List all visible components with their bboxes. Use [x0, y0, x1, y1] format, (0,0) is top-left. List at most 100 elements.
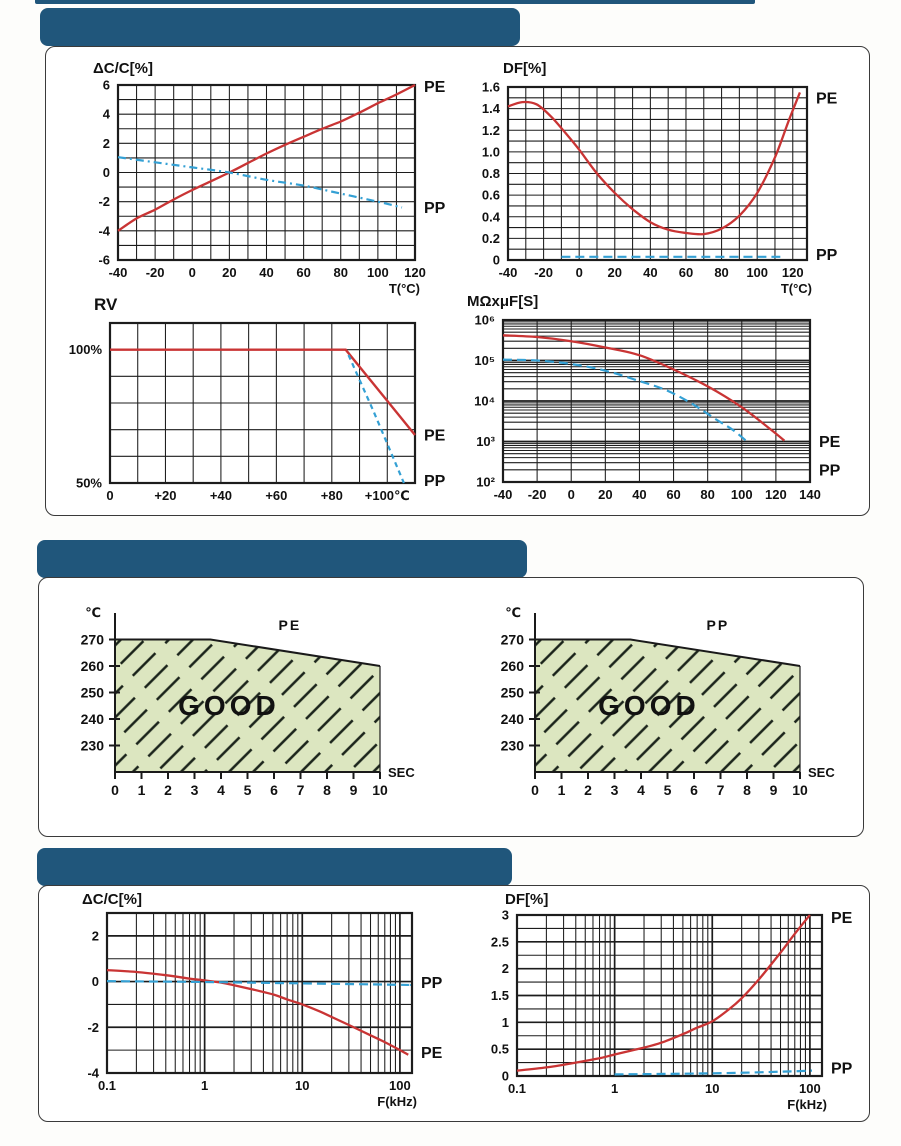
svg-text:1.4: 1.4: [482, 101, 501, 116]
svg-text:6: 6: [270, 782, 278, 798]
svg-text:10³: 10³: [476, 434, 495, 449]
svg-text:100: 100: [731, 487, 753, 502]
svg-text:PP: PP: [816, 247, 838, 264]
svg-text:℃: ℃: [85, 605, 101, 620]
svg-text:1.6: 1.6: [482, 80, 500, 95]
svg-text:PE: PE: [279, 617, 302, 633]
svg-text:6: 6: [103, 78, 110, 93]
svg-text:270: 270: [81, 632, 105, 648]
svg-text:+20: +20: [154, 488, 176, 503]
svg-text:5: 5: [244, 782, 252, 798]
svg-text:7: 7: [297, 782, 305, 798]
svg-text:-6: -6: [98, 253, 110, 268]
svg-text:0.8: 0.8: [482, 166, 500, 181]
svg-text:-20: -20: [528, 487, 547, 502]
svg-text:SEC: SEC: [808, 765, 835, 780]
svg-text:PP: PP: [424, 473, 446, 490]
svg-text:0: 0: [189, 265, 196, 280]
svg-text:4: 4: [637, 782, 645, 798]
chart-temperature-insulation-resistance: PE PP 10² 10³ 10⁴ 10⁵ 10⁶ -40 -20 0 20 40 60 80 100 120…: [455, 288, 890, 516]
svg-text:+100℃: +100℃: [365, 488, 410, 503]
svg-text:100: 100: [799, 1081, 821, 1096]
svg-text:-40: -40: [109, 265, 128, 280]
svg-text:DF[%]: DF[%]: [503, 60, 546, 77]
svg-text:F(kHz): F(kHz): [377, 1094, 417, 1109]
svg-text:-40: -40: [494, 487, 513, 502]
svg-text:0.6: 0.6: [482, 188, 500, 203]
svg-text:1.2: 1.2: [482, 123, 500, 138]
svg-text:ΔC/C[%]: ΔC/C[%]: [93, 60, 153, 77]
svg-text:2: 2: [92, 928, 99, 943]
svg-text:0: 0: [502, 1069, 509, 1084]
svg-text:RV: RV: [94, 295, 118, 314]
svg-text:120: 120: [782, 265, 804, 280]
svg-text:0: 0: [92, 974, 99, 989]
svg-text:3: 3: [611, 782, 619, 798]
svg-text:℃: ℃: [505, 605, 521, 620]
svg-text:2: 2: [584, 782, 592, 798]
svg-text:-20: -20: [534, 265, 553, 280]
svg-text:240: 240: [501, 711, 525, 727]
svg-text:+60: +60: [265, 488, 287, 503]
svg-text:PE: PE: [424, 428, 446, 445]
chart-temperature-rated-voltage: PE PP 50% 100% 0 +20 +40 +60 +80 +100℃ RV: [58, 288, 478, 515]
svg-text:80: 80: [714, 265, 728, 280]
svg-text:GOOD: GOOD: [178, 690, 280, 721]
svg-text:100: 100: [389, 1078, 411, 1093]
svg-text:230: 230: [81, 738, 105, 754]
svg-text:10⁵: 10⁵: [474, 353, 495, 368]
svg-text:SEC: SEC: [388, 765, 415, 780]
svg-text:2: 2: [103, 136, 110, 151]
svg-text:3: 3: [191, 782, 199, 798]
svg-text:10⁶: 10⁶: [475, 313, 495, 328]
svg-text:60: 60: [679, 265, 693, 280]
svg-text:DF[%]: DF[%]: [505, 891, 548, 908]
svg-text:F(kHz): F(kHz): [787, 1097, 827, 1112]
svg-text:ΔC/C[%]: ΔC/C[%]: [82, 891, 142, 908]
svg-text:-4: -4: [98, 223, 110, 238]
svg-text:2.5: 2.5: [491, 934, 509, 949]
svg-text:PP: PP: [831, 1060, 853, 1077]
svg-text:1.0: 1.0: [482, 144, 500, 159]
chart-frequency-dissipation-factor: PE PP 0 0.5 1 1.5 2 2.5 3 0.1 1 10 100 F(kHz) DF[%]: [468, 888, 893, 1128]
svg-text:1: 1: [201, 1078, 208, 1093]
svg-text:1.5: 1.5: [491, 988, 509, 1003]
top-strip: [35, 0, 755, 4]
svg-text:7: 7: [717, 782, 725, 798]
panel-frequency: [38, 885, 870, 1122]
svg-text:10²: 10²: [476, 475, 495, 490]
svg-text:PP: PP: [707, 617, 730, 633]
svg-text:0.2: 0.2: [482, 231, 500, 246]
svg-text:0.1: 0.1: [508, 1081, 526, 1096]
svg-text:260: 260: [81, 658, 105, 674]
svg-text:PP: PP: [421, 975, 443, 992]
svg-text:270: 270: [501, 632, 525, 648]
svg-text:20: 20: [608, 265, 622, 280]
svg-text:2: 2: [502, 961, 509, 976]
section-header-soldering: SOLDERING TEMPERATURE VS.TIME: [37, 540, 608, 613]
svg-text:0: 0: [576, 265, 583, 280]
svg-text:10: 10: [295, 1078, 309, 1093]
svg-text:20: 20: [222, 265, 236, 280]
svg-text:T(°C): T(°C): [781, 281, 812, 296]
svg-text:1: 1: [502, 1015, 509, 1030]
svg-text:8: 8: [323, 782, 331, 798]
chart-temperature-capacitance-change: PE PP -6 -4 -2 0 2 4 6 -40 -20 0 20 40 60 80 100 120 T(°C)…: [60, 55, 480, 303]
svg-text:80: 80: [700, 487, 714, 502]
svg-text:6: 6: [690, 782, 698, 798]
svg-text:GOOD: GOOD: [598, 690, 700, 721]
chart-soldering-time-pp: 230 240 250 260 270 0 1 2 3 4 5 6 7 8 9 10 SEC ℃ GOOD PP: [475, 598, 875, 810]
svg-text:1: 1: [558, 782, 566, 798]
svg-text:0.4: 0.4: [482, 209, 501, 224]
chart-temperature-dissipation-factor: PE PP 0 0.2 0.4 0.6 0.8 1.0 1.2 1.4 1.6 -40 -20 0 20 40…: [455, 55, 890, 305]
svg-text:8: 8: [743, 782, 751, 798]
svg-text:140: 140: [799, 487, 821, 502]
svg-text:PP: PP: [424, 200, 446, 217]
svg-text:4: 4: [217, 782, 225, 798]
svg-text:0: 0: [111, 782, 119, 798]
svg-text:T(°C): T(°C): [389, 281, 420, 296]
svg-text:9: 9: [350, 782, 358, 798]
svg-text:60: 60: [296, 265, 310, 280]
svg-text:PE: PE: [816, 90, 838, 107]
